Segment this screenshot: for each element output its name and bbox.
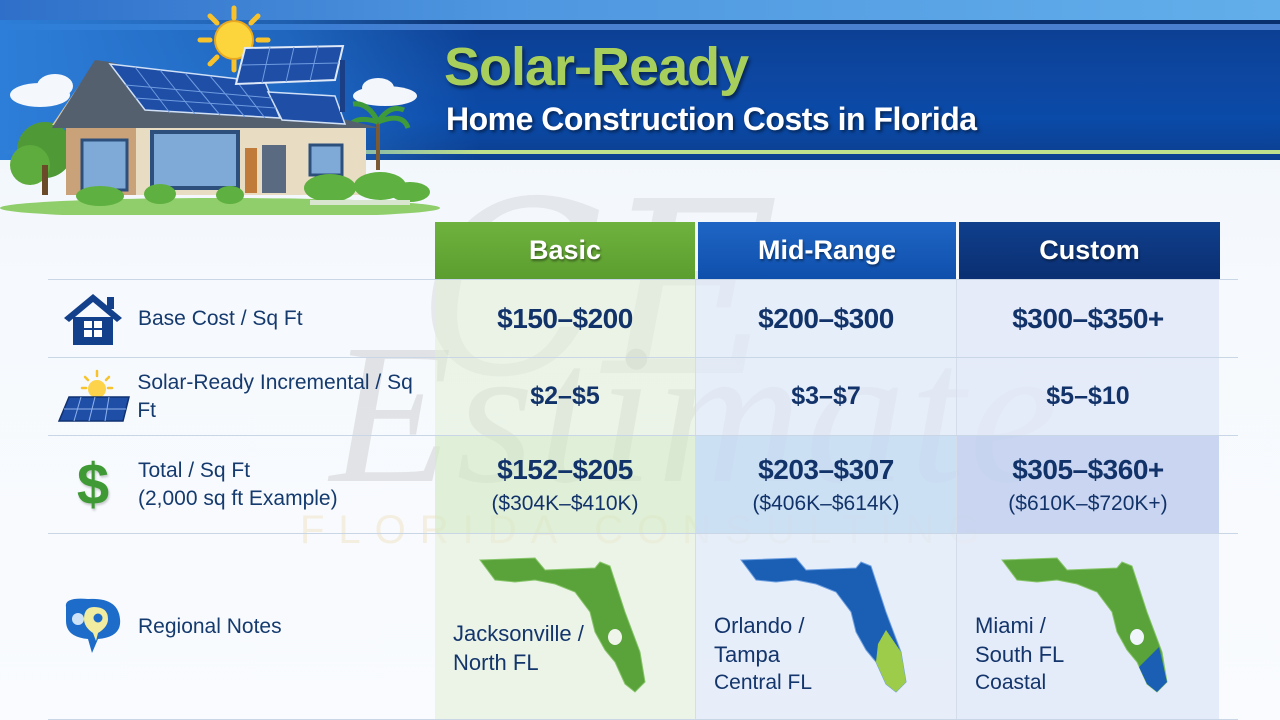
column-header-mid-range: Mid-Range — [698, 222, 956, 279]
florida-map-north — [479, 557, 646, 693]
region-label-custom: Miami / South FL Coastal — [975, 613, 1065, 695]
total-example: ($610K–$720K+) — [1008, 491, 1168, 515]
row-label-text: Base Cost / Sq Ft — [138, 306, 303, 330]
total-label: Total / Sq Ft — [138, 459, 251, 483]
dollar-glyph: $ — [76, 452, 110, 517]
table-row-base-cost: Base Cost / Sq Ft $150–$200 $200–$300 $3… — [48, 279, 1238, 357]
region-label-basic: Jacksonville / North FL — [453, 621, 584, 675]
cell-mid-solar-incremental: $3–$7 — [696, 358, 957, 435]
row-label-total: $ Total / Sq Ft (2,000 sq ft Example) — [48, 436, 435, 533]
florida-map-south — [1001, 557, 1168, 693]
table-header-row: Basic Mid-Range Custom — [435, 222, 1220, 279]
cell-basic-total: $152–$205 ($304K–$410K) — [435, 436, 696, 533]
sun-icon — [197, 5, 271, 73]
cell-custom-region: Miami / South FL Coastal — [957, 534, 1219, 719]
row-label-base-cost: Base Cost / Sq Ft — [48, 280, 435, 357]
row-label-text: Regional Notes — [138, 614, 282, 638]
cell-mid-total: $203–$307 ($406K–$614K) — [696, 436, 957, 533]
total-example: ($304K–$410K) — [491, 491, 639, 515]
cell-mid-base-cost: $200–$300 — [696, 280, 957, 357]
cell-custom-solar-incremental: $5–$10 — [957, 358, 1219, 435]
dollar-sign-icon: $ — [48, 451, 138, 518]
total-per-sqft: $305–$360+ — [1012, 453, 1164, 485]
cell-basic-base-cost: $150–$200 — [435, 280, 696, 357]
solar-house-illustration — [0, 5, 440, 215]
cell-custom-total: $305–$360+ ($610K–$720K+) — [957, 436, 1219, 533]
table-row-regional-notes: Regional Notes Jacksonville / North FL — [48, 533, 1238, 720]
total-per-sqft: $152–$205 — [497, 453, 633, 485]
cell-custom-base-cost: $300–$350+ — [957, 280, 1219, 357]
region-label-mid: Orlando / Tampa Central FL — [714, 613, 813, 695]
florida-map-central — [740, 557, 907, 693]
column-header-basic: Basic — [435, 222, 695, 279]
column-header-custom: Custom — [959, 222, 1220, 279]
page-subtitle: Home Construction Costs in Florida — [446, 101, 977, 137]
table-row-total: $ Total / Sq Ft (2,000 sq ft Example) $1… — [48, 435, 1238, 533]
cell-basic-region: Jacksonville / North FL — [435, 534, 696, 719]
total-sublabel: (2,000 sq ft Example) — [138, 486, 338, 510]
table-row-solar-incremental: Solar-Ready Incremental / Sq Ft $2–$5 $3… — [48, 357, 1238, 435]
cell-mid-region: Orlando / Tampa Central FL — [696, 534, 957, 719]
page-title: Solar-Ready — [444, 37, 749, 97]
cell-basic-solar-incremental: $2–$5 — [435, 358, 696, 435]
total-example: ($406K–$614K) — [752, 491, 900, 515]
row-label-text: Solar-Ready Incremental / Sq Ft — [137, 371, 413, 422]
total-per-sqft: $203–$307 — [758, 453, 894, 485]
solar-panel-icon — [48, 369, 137, 425]
row-label-solar-incremental: Solar-Ready Incremental / Sq Ft — [48, 358, 435, 435]
house-icon — [48, 292, 138, 346]
cloud-icon — [10, 74, 417, 107]
row-label-text: Total / Sq Ft (2,000 sq ft Example) — [138, 457, 338, 512]
location-pin-icon — [48, 597, 138, 657]
row-label-regional-notes: Regional Notes — [48, 534, 435, 719]
